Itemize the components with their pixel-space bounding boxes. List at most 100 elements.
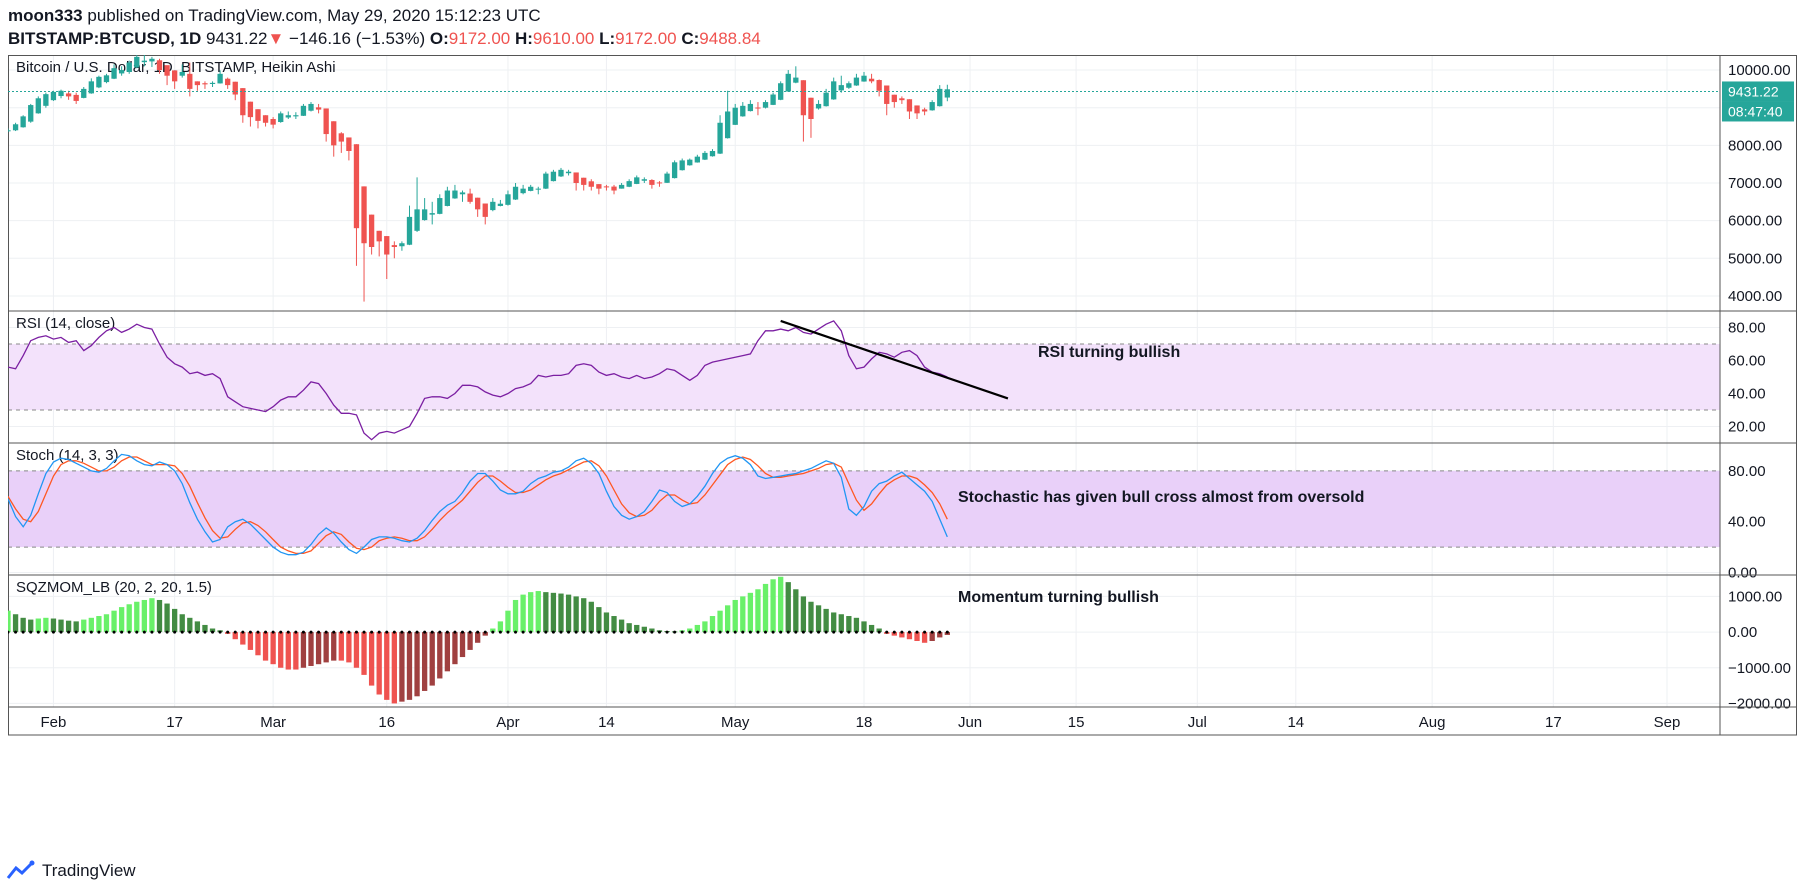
- candle-body: [5, 130, 11, 132]
- momentum-bar: [565, 594, 572, 633]
- squeeze-dot: [748, 630, 752, 634]
- candle-body: [656, 182, 663, 184]
- candle-body: [573, 172, 579, 183]
- candle-body: [853, 77, 860, 86]
- squeeze-dot: [67, 630, 71, 634]
- candle-body: [626, 181, 632, 187]
- squeeze-dot: [817, 630, 821, 634]
- squeeze-dot: [453, 630, 457, 634]
- y-tick-label: 1000.00: [1728, 588, 1782, 605]
- candle-body: [876, 80, 882, 91]
- squeeze-dot: [241, 630, 245, 634]
- candle-body: [861, 75, 867, 82]
- candle-body: [81, 88, 87, 98]
- momentum-bar: [899, 632, 905, 638]
- x-tick-label: 17: [166, 714, 183, 731]
- squeeze-dot: [309, 630, 313, 634]
- squeeze-dot: [680, 630, 684, 634]
- momentum-bar: [5, 610, 11, 633]
- candle-body: [88, 81, 94, 94]
- squeeze-dot: [688, 630, 692, 634]
- candle-body: [300, 105, 307, 116]
- candle-body: [156, 60, 163, 71]
- momentum-bar: [300, 632, 307, 668]
- candle-body: [815, 103, 822, 109]
- momentum-bar: [270, 632, 276, 665]
- x-tick-label: Jun: [958, 714, 982, 731]
- squeeze-dot: [498, 630, 502, 634]
- last-price-tag: [1722, 81, 1794, 102]
- chart-area[interactable]: 10000.009000.008000.007000.006000.005000…: [5, 51, 1797, 848]
- momentum-bar: [505, 610, 511, 633]
- momentum-bar: [588, 601, 594, 633]
- candle-body: [406, 216, 413, 245]
- momentum-bar: [444, 632, 451, 672]
- brand-name[interactable]: TradingView: [42, 861, 136, 880]
- candle-body: [520, 188, 526, 194]
- momentum-bar: [315, 632, 322, 665]
- candle-body: [740, 105, 746, 117]
- momentum-bar: [156, 599, 163, 633]
- last-price: 9431.22: [206, 29, 268, 48]
- low-value: 9172.00: [615, 29, 677, 48]
- candle-body: [376, 230, 382, 242]
- squeeze-dot: [695, 630, 699, 634]
- momentum-bar: [596, 607, 602, 633]
- candle-body: [944, 89, 950, 98]
- candle-body: [808, 97, 814, 119]
- squeeze-dot: [544, 630, 548, 634]
- candle-body: [293, 115, 299, 117]
- x-tick-label: 17: [1545, 714, 1562, 731]
- y-tick-label: 60.00: [1728, 353, 1766, 370]
- squeeze-dot: [392, 630, 396, 634]
- candle-body: [702, 152, 708, 160]
- candle-body: [687, 159, 693, 166]
- momentum-bar: [73, 621, 79, 633]
- candle-body: [217, 73, 223, 84]
- pane-title: SQZMOM_LB (20, 2, 20, 1.5): [16, 579, 212, 596]
- momentum-bar: [134, 601, 140, 633]
- momentum-bar: [232, 632, 238, 640]
- momentum-bar: [141, 599, 148, 633]
- stoch-k-line: [7, 453, 948, 556]
- squeeze-dot: [627, 630, 631, 634]
- momentum-bar: [808, 601, 814, 633]
- squeeze-dot: [44, 630, 48, 634]
- candle-body: [724, 111, 731, 139]
- y-tick-label: 40.00: [1728, 514, 1766, 531]
- candle-body: [868, 78, 875, 82]
- momentum-bar: [770, 579, 776, 633]
- last-price-label: 9431.22: [1728, 83, 1779, 99]
- momentum-bar: [209, 628, 216, 633]
- indicator-band: [8, 344, 1720, 410]
- candle-body: [361, 186, 367, 244]
- momentum-bar: [50, 618, 57, 633]
- candle-body: [368, 214, 375, 247]
- momentum-bar: [861, 621, 867, 633]
- chart-svg[interactable]: 10000.009000.008000.007000.006000.005000…: [5, 51, 1797, 848]
- momentum-bar: [921, 632, 928, 643]
- momentum-bar: [694, 624, 700, 633]
- momentum-bar: [717, 610, 723, 633]
- candle-body: [671, 162, 678, 179]
- squeeze-dot: [423, 630, 427, 634]
- momentum-bar: [437, 632, 443, 679]
- author-name[interactable]: moon333: [8, 6, 83, 25]
- squeeze-dot: [180, 630, 184, 634]
- squeeze-dot: [930, 630, 934, 634]
- candle-body: [747, 103, 754, 112]
- candle-body: [891, 94, 897, 103]
- candle-body: [543, 173, 549, 189]
- squeeze-dot: [703, 630, 707, 634]
- candle-body: [172, 70, 178, 82]
- squeeze-dot: [642, 630, 646, 634]
- annotation-text: Stochastic has given bull cross almost f…: [958, 489, 1364, 506]
- squeeze-dot: [51, 630, 55, 634]
- candle-body: [596, 184, 602, 189]
- squeeze-dot: [877, 630, 881, 634]
- annotation-text: RSI turning bullish: [1038, 344, 1180, 361]
- squeeze-dot: [786, 630, 790, 634]
- momentum-bar: [709, 616, 716, 633]
- squeeze-dot: [461, 630, 465, 634]
- squeeze-dot: [839, 630, 843, 634]
